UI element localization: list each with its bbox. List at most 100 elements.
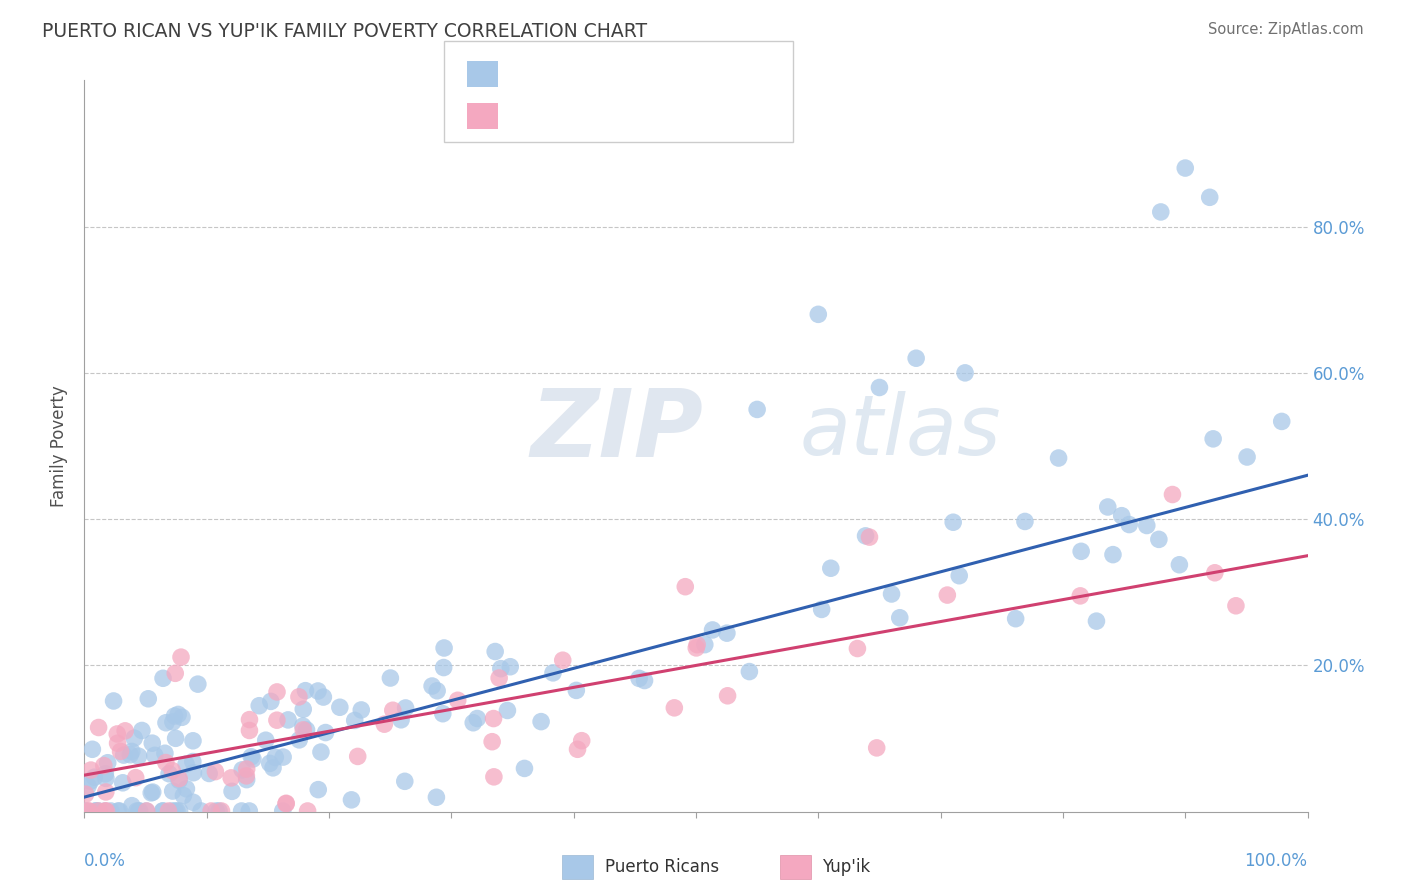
Point (163, 804, 186, 818)
Point (702, 623, 724, 637)
Point (433, 660, 456, 674)
Point (141, 786, 163, 800)
Point (100, 804, 122, 818)
Point (866, 740, 889, 755)
Point (394, 774, 416, 789)
Point (128, 804, 150, 818)
Point (238, 723, 260, 738)
Point (673, 580, 696, 594)
Point (942, 515, 965, 529)
Point (219, 771, 242, 785)
Text: Source: ZipAtlas.com: Source: ZipAtlas.com (1208, 22, 1364, 37)
Point (565, 683, 588, 698)
Point (170, 710, 193, 724)
Point (235, 772, 257, 787)
Point (163, 709, 186, 723)
Text: 140: 140 (641, 65, 676, 83)
Point (738, 665, 761, 679)
Point (685, 640, 707, 655)
Point (87, 721, 110, 735)
Point (235, 762, 257, 776)
Point (496, 703, 519, 717)
Text: 61: 61 (641, 107, 669, 125)
Point (1070, 544, 1092, 558)
Point (187, 677, 209, 691)
Point (810, 602, 832, 616)
Point (425, 790, 447, 805)
Point (125, 771, 148, 785)
Point (142, 785, 165, 799)
Point (170, 650, 193, 665)
Point (889, 611, 911, 625)
Point (288, 732, 311, 747)
Point (122, 731, 145, 745)
Point (82, 742, 104, 756)
Point (121, 798, 143, 813)
Point (155, 715, 177, 730)
Point (169, 804, 191, 818)
Point (128, 804, 150, 818)
Point (238, 713, 260, 727)
Point (633, 673, 655, 688)
Y-axis label: Family Poverty: Family Poverty (51, 385, 69, 507)
Point (1118, 517, 1140, 532)
Point (135, 804, 157, 818)
Point (1161, 487, 1184, 501)
Point (94, 785, 117, 799)
Point (167, 707, 190, 722)
Point (482, 712, 505, 726)
Point (855, 529, 877, 543)
Point (292, 702, 315, 716)
Point (307, 782, 329, 797)
Point (200, 804, 222, 818)
Point (254, 733, 277, 747)
Point (135, 804, 157, 818)
Point (165, 666, 187, 681)
Point (94, 767, 117, 781)
Point (1225, 599, 1247, 613)
Point (1198, 190, 1220, 204)
Point (309, 745, 332, 759)
Point (208, 804, 231, 818)
Point (94, 804, 117, 818)
Point (271, 804, 294, 818)
Point (628, 672, 651, 686)
Point (97, 756, 120, 770)
Point (96, 804, 118, 818)
Point (112, 748, 135, 763)
Point (114, 723, 136, 738)
Point (484, 644, 506, 658)
Point (107, 804, 129, 818)
Point (162, 764, 184, 778)
Point (160, 804, 183, 818)
Point (181, 755, 204, 769)
Point (205, 804, 228, 818)
Point (136, 691, 159, 706)
Point (172, 789, 194, 803)
Point (274, 797, 297, 811)
Point (489, 662, 512, 676)
Point (157, 804, 180, 818)
Text: N =: N = (605, 107, 641, 125)
Point (75, 804, 97, 818)
Point (75, 787, 97, 801)
Point (488, 671, 510, 685)
Point (530, 714, 553, 729)
Point (94, 804, 117, 818)
Point (221, 784, 243, 798)
Point (1204, 566, 1226, 580)
Point (84, 804, 107, 818)
Point (93, 758, 115, 772)
Point (1174, 161, 1197, 175)
Point (190, 804, 212, 818)
Point (125, 804, 148, 818)
Point (266, 713, 288, 727)
Point (433, 640, 456, 655)
Point (174, 757, 197, 772)
Point (240, 749, 263, 764)
Point (312, 690, 335, 704)
Point (131, 723, 153, 738)
Point (76, 804, 98, 818)
Point (291, 719, 314, 733)
Point (346, 749, 368, 764)
